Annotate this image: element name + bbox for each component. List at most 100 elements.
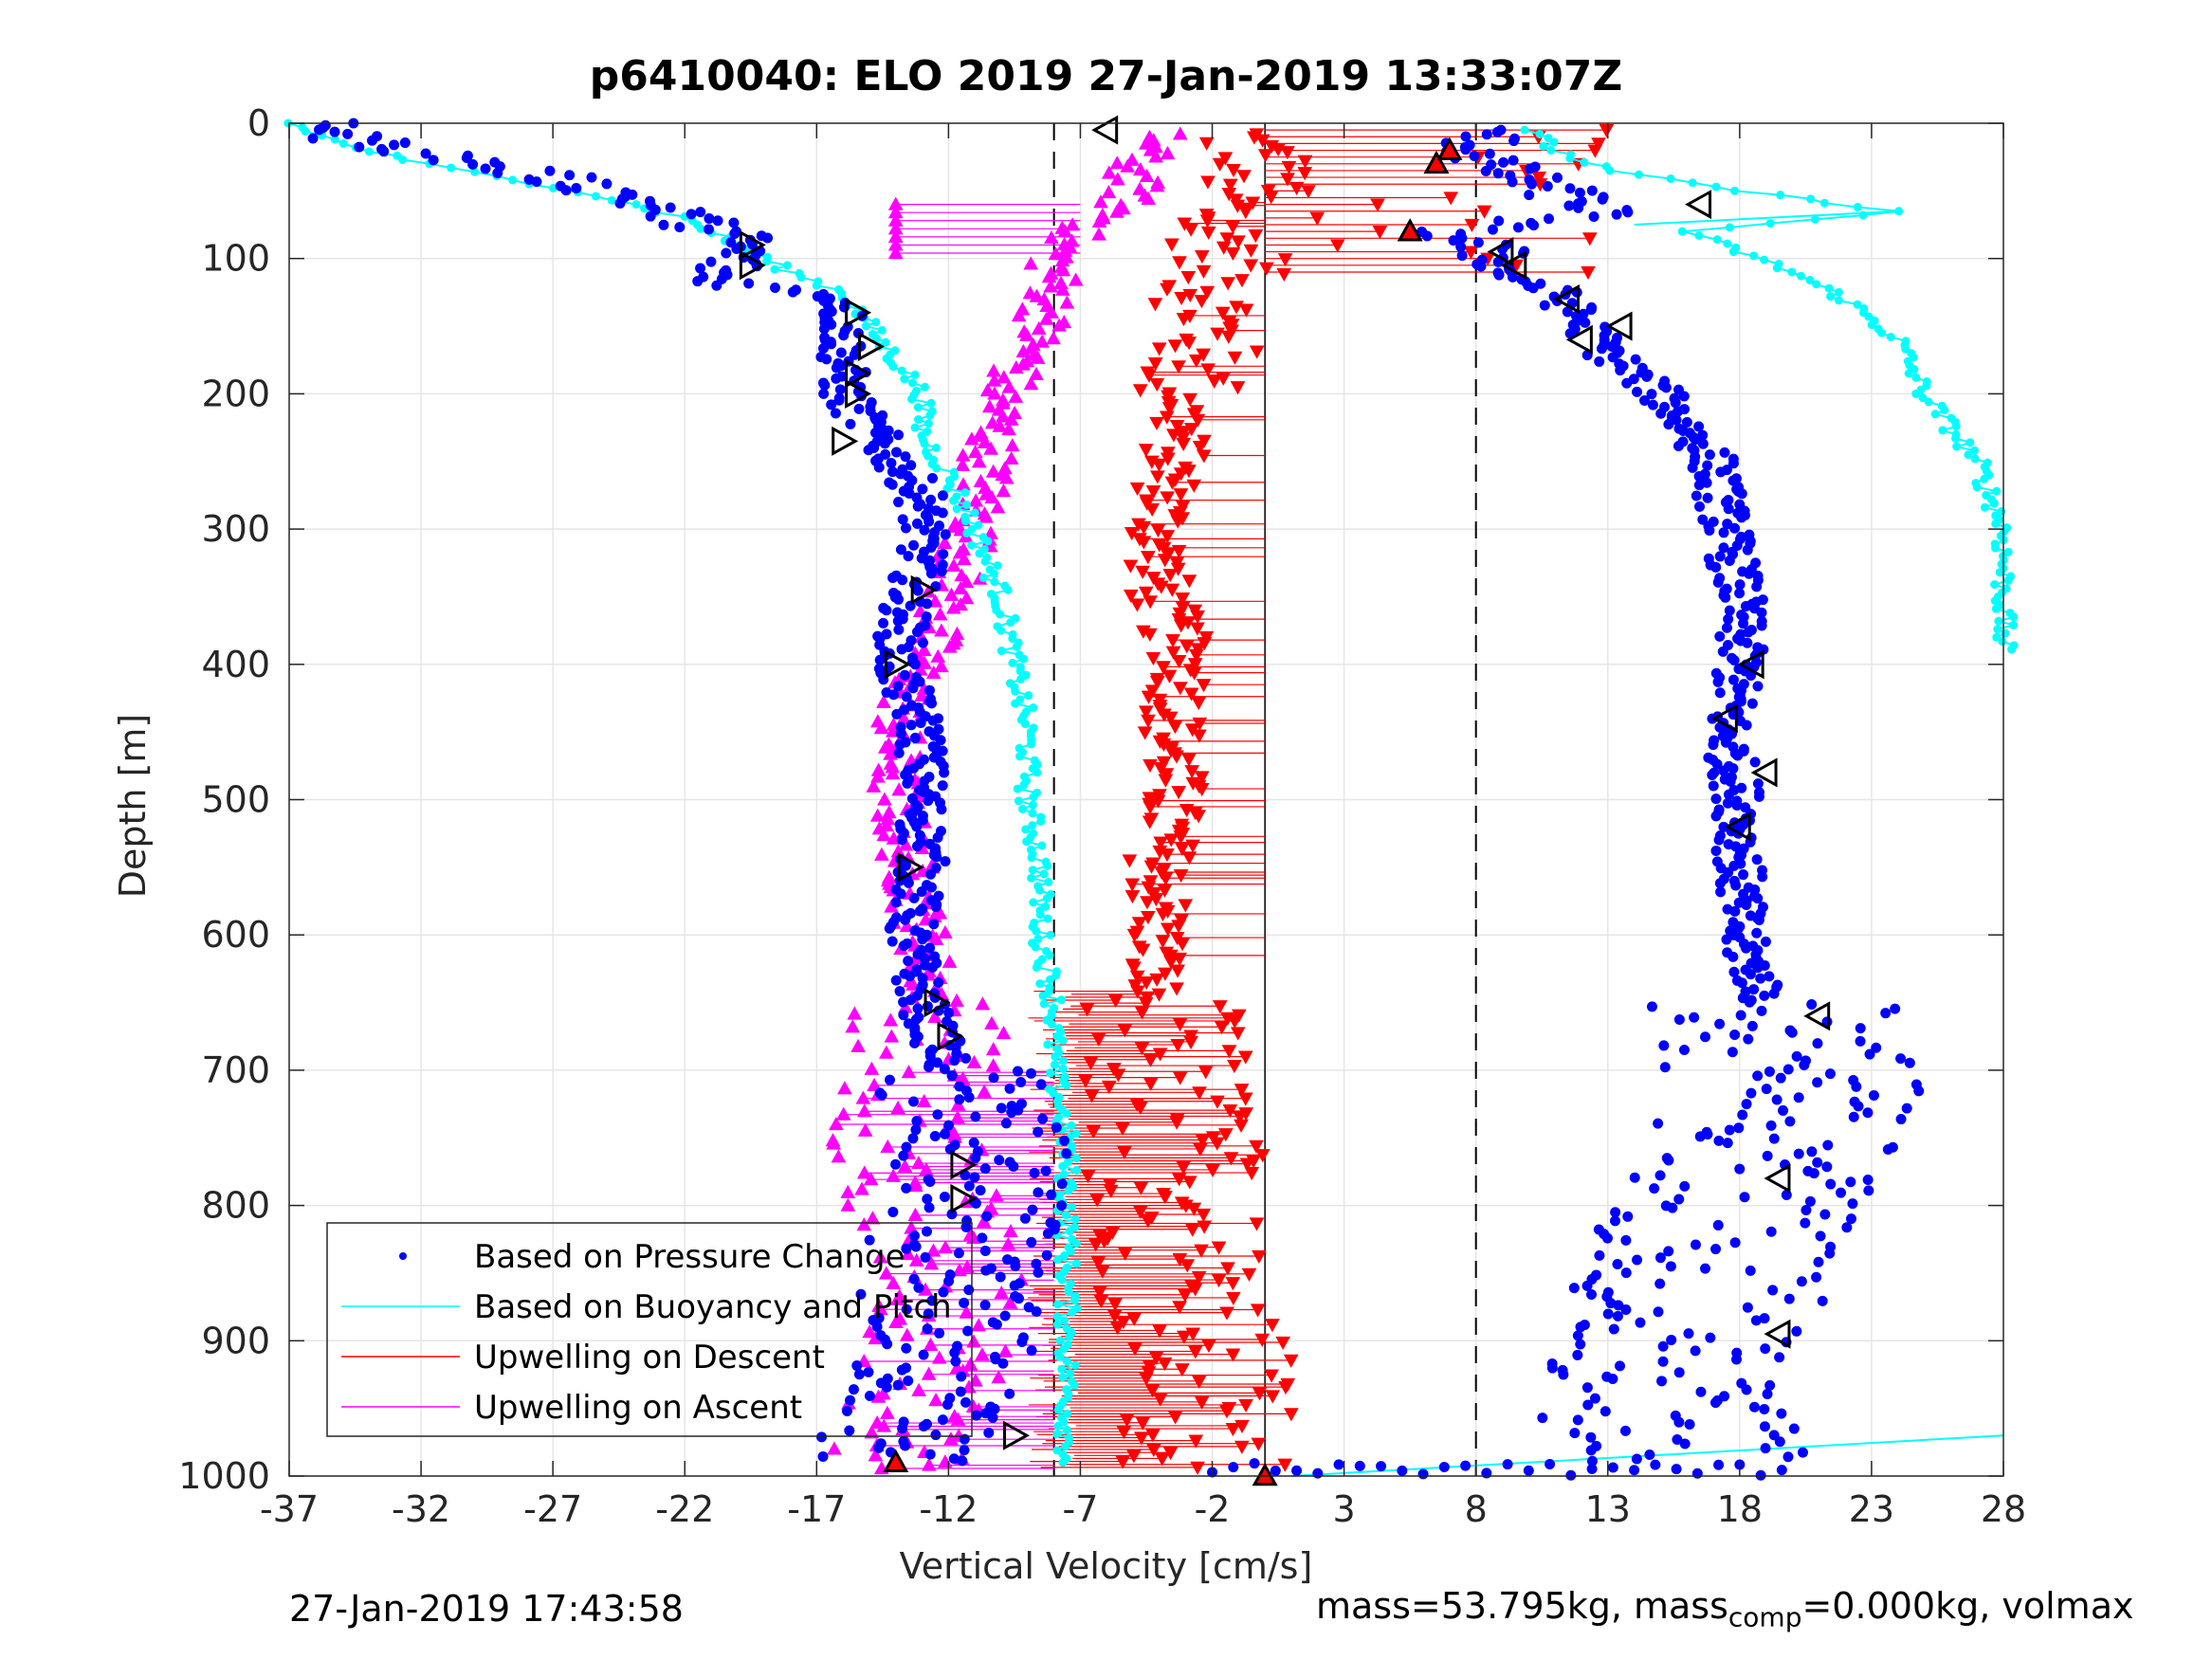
pressure-ascent-point [1806,1146,1818,1158]
pressure-descent-point [695,263,706,274]
buoyancy-connector-line [1634,210,1898,227]
upwelling-descent-point [1211,1241,1227,1255]
pressure-ascent-point [1734,588,1746,599]
pressure-descent-point [725,237,737,248]
pressure-ascent-point [1800,1217,1811,1229]
pressure-ascent-point [1710,845,1722,856]
upwelling-descent-point [1232,1110,1248,1124]
ascent-marker [1500,250,1527,281]
upwelling-ascent-point [869,808,886,822]
pressure-ascent-point [1539,300,1550,311]
upwelling-descent-point [1234,1119,1249,1133]
pressure-ascent-point [1752,778,1764,790]
descent-marker [832,426,859,456]
upwelling-ascent-point [1160,145,1176,160]
upwelling-descent-point [1138,997,1154,1012]
upwelling-descent-point [1140,896,1155,910]
upwelling-descent-point [1163,956,1179,970]
buoyancy-descent-point [1062,1109,1071,1119]
buoyancy-descent-point [913,415,923,425]
buoyancy-ascent-point [1951,433,1961,443]
upwelling-descent-point [1162,568,1179,583]
upwelling-descent-point [1599,124,1615,138]
pressure-bottom-point [1607,1462,1618,1473]
pressure-descent-point [959,1297,970,1308]
pressure-ascent-point [1757,871,1768,883]
buoyancy-ascent-point [1787,267,1797,277]
buoyancy-ascent-point [1992,632,2002,642]
pressure-bottom-point [1228,1462,1239,1473]
pressure-descent-point [941,1399,953,1411]
pressure-descent-point [983,1427,995,1438]
upwelling-ascent-point [946,557,961,573]
pressure-ascent-point [1812,1157,1823,1168]
upwelling-descent-series [1027,124,1615,1475]
pressure-ascent-point [1527,283,1539,294]
upwelling-descent-point [1142,369,1157,383]
axis-ticks: -37 -32 -27 -22 -17 -12 -7 -2 3 8 13 18 23 28 0 100 200 3… [178,102,2026,1530]
pressure-ascent-point [1693,470,1705,482]
x-tick-label: -27 [523,1488,582,1530]
upwelling-ascent-point [1091,213,1107,228]
pressure-ascent-point [1498,156,1509,168]
pressure-ascent-point [1714,551,1726,562]
pressure-descent-point [927,715,939,726]
upwelling-descent-point [1190,622,1205,636]
pressure-descent-point [917,483,928,495]
pressure-descent-point [769,283,780,294]
pressure-ascent-point [1600,1406,1611,1417]
pressure-ascent-point [1819,1209,1831,1220]
upwelling-descent-point [1241,1267,1257,1282]
pressure-ascent-point [1656,1376,1668,1387]
buoyancy-descent-point [990,569,999,578]
upwelling-ascent-point [1029,366,1044,380]
pressure-ascent-point [1741,1384,1752,1395]
buoyancy-ascent-point [1965,438,1975,447]
upwelling-descent-point [1140,551,1156,565]
ascent-marker [1750,757,1778,788]
upwelling-descent-point [1196,679,1212,693]
upwelling-descent-point [1581,265,1596,280]
upwelling-descent-point [1223,1152,1239,1166]
pressure-descent-point [1061,1148,1072,1159]
upwelling-descent-point [1136,520,1152,535]
pressure-ascent-point [1614,1360,1625,1372]
buoyancy-descent-point [920,439,929,448]
pressure-ascent-point [1687,462,1698,473]
pressure-descent-point [1046,1189,1057,1200]
upwelling-ascent-point [885,766,901,780]
upwelling-descent-point [1176,312,1192,327]
pressure-ascent-point [1620,1234,1632,1246]
pressure-ascent-point [1811,1271,1822,1283]
turning-point-marker [883,1449,909,1473]
buoyancy-descent-point [913,403,923,412]
buoyancy-descent-point [1053,1300,1063,1309]
ascent-marker [1764,1319,1791,1349]
pressure-ascent-point [1862,1174,1874,1185]
pressure-ascent-point [1658,1040,1670,1051]
pressure-descent-point [970,1111,981,1122]
buoyancy-descent-point [960,517,970,526]
pressure-descent-point [1058,1135,1069,1146]
upwelling-ascent-point [1008,359,1024,374]
buoyancy-descent-point [1062,1425,1071,1434]
pressure-ascent-point [1552,172,1563,183]
pressure-ascent-point [1714,687,1726,699]
buoyancy-descent-point [990,577,999,587]
pressure-ascent-point [1845,1176,1856,1188]
upwelling-descent-point [1211,1273,1227,1288]
pressure-ascent-point [1756,607,1767,618]
pressure-descent-point [919,524,930,536]
buoyancy-descent-point [1027,739,1036,749]
pressure-descent-point [1000,1118,1012,1129]
upwelling-descent-point [1170,964,1185,978]
upwelling-descent-point [1165,646,1181,660]
upwelling-descent-point [1138,586,1154,600]
pressure-descent-point [912,501,923,512]
pressure-descent-point [977,1232,988,1244]
pressure-ascent-point [1752,962,1764,974]
pressure-descent-point [900,914,911,925]
upwelling-descent-point [1234,1084,1250,1098]
pressure-descent-point [923,795,934,807]
turning-point-marker [1397,218,1423,242]
